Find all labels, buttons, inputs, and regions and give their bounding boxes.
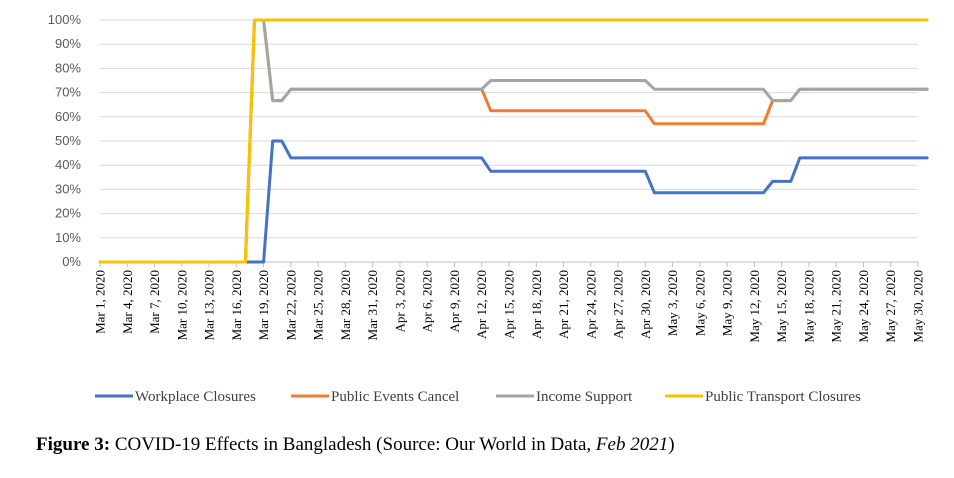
legend-item: Workplace Closures [95, 389, 256, 405]
figure-label: Figure 3: [36, 434, 111, 455]
x-tick-label: May 27, 2020 [883, 270, 898, 343]
x-tick-label: Mar 1, 2020 [93, 270, 108, 334]
legend-label: Public Transport Closures [705, 389, 861, 405]
figure-caption: Figure 3: COVID-19 Effects in Bangladesh… [36, 434, 675, 456]
x-tick-label: May 18, 2020 [801, 270, 816, 343]
line-chart: 0% 10% 20% 30% 40% 50% 60% 70% 80% 90% 100% Mar 1,… [48, 12, 929, 405]
caption-close: ) [668, 434, 675, 455]
series-line-workplace-closures [98, 139, 929, 264]
x-tick-label: Mar 22, 2020 [283, 270, 298, 340]
x-tick-label: Apr 3, 2020 [392, 270, 407, 332]
legend-item: Public Transport Closures [665, 389, 861, 405]
x-tick-label: May 6, 2020 [692, 270, 707, 336]
caption-text: COVID-19 Effects in Bangladesh (Source: … [110, 434, 596, 455]
x-tick-label: Apr 30, 2020 [638, 270, 653, 339]
x-tick-label: May 9, 2020 [720, 270, 735, 336]
legend-label: Workplace Closures [135, 389, 256, 405]
x-tick-label: Mar 28, 2020 [338, 270, 353, 340]
x-tick-label: Mar 25, 2020 [311, 270, 326, 340]
y-tick-label: 50% [55, 133, 81, 148]
legend-label: Income Support [536, 389, 633, 405]
x-tick-label: Mar 13, 2020 [202, 270, 217, 340]
y-tick-label: 70% [55, 85, 81, 100]
x-tick-label: Apr 12, 2020 [474, 270, 489, 339]
y-tick-label: 100% [48, 12, 82, 27]
legend-item: Income Support [496, 389, 633, 405]
x-tick-label: May 15, 2020 [774, 270, 789, 343]
series-line-public-transport-closures [98, 18, 929, 264]
x-tick-label: Mar 4, 2020 [120, 270, 135, 334]
x-tick-label: Mar 19, 2020 [256, 270, 271, 340]
x-tick-label: May 24, 2020 [856, 270, 871, 343]
caption-date: Feb 2021 [595, 434, 669, 455]
x-tick-label: Mar 16, 2020 [229, 270, 244, 340]
series-lines [98, 18, 929, 264]
x-tick-label: Mar 7, 2020 [147, 270, 162, 334]
y-tick-label: 30% [55, 181, 81, 196]
x-axis-tick-labels: Mar 1, 2020 Mar 4, 2020 Mar 7, 2020 Mar 10,… [93, 270, 926, 343]
legend-label: Public Events Cancel [331, 389, 459, 405]
x-tick-label: Mar 31, 2020 [365, 270, 380, 340]
x-tick-label: May 21, 2020 [829, 270, 844, 343]
x-tick-label: Mar 10, 2020 [174, 270, 189, 340]
y-tick-label: 0% [62, 254, 81, 269]
y-tick-label: 20% [55, 206, 81, 221]
legend: Workplace Closures Public Events Cancel In… [95, 389, 861, 405]
x-tick-label: Apr 15, 2020 [502, 270, 517, 339]
y-tick-label: 90% [55, 36, 81, 51]
y-axis-tick-labels: 0% 10% 20% 30% 40% 50% 60% 70% 80% 90% 100% [48, 12, 82, 269]
y-tick-label: 80% [55, 60, 81, 75]
x-tick-label: May 30, 2020 [911, 270, 926, 343]
x-tick-label: May 12, 2020 [747, 270, 762, 343]
legend-item: Public Events Cancel [291, 389, 459, 405]
x-tick-label: Apr 24, 2020 [583, 270, 598, 339]
x-tick-label: May 3, 2020 [665, 270, 680, 336]
x-tick-label: Apr 21, 2020 [556, 270, 571, 339]
y-tick-label: 60% [55, 109, 81, 124]
x-tick-label: Apr 9, 2020 [447, 270, 462, 332]
x-tick-label: Apr 27, 2020 [611, 270, 626, 339]
y-tick-label: 40% [55, 157, 81, 172]
x-tick-label: Apr 18, 2020 [529, 270, 544, 339]
gridlines [100, 19, 918, 239]
y-tick-label: 10% [55, 230, 81, 245]
x-tick-label: Apr 6, 2020 [420, 270, 435, 332]
